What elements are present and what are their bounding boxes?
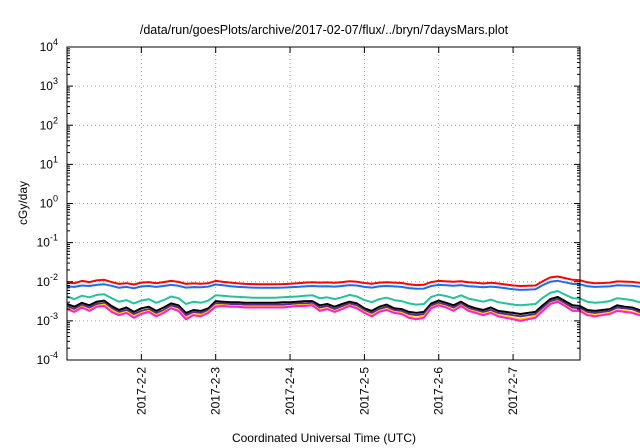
y-tick-label: 102 bbox=[40, 115, 58, 132]
y-tick-label: 10-2 bbox=[37, 272, 58, 289]
series-layer bbox=[66, 275, 640, 322]
chart-title: /data/run/goesPlots/archive/2017-02-07/f… bbox=[140, 23, 509, 37]
y-tick-label: 104 bbox=[40, 37, 58, 54]
y-tick-label: 10-3 bbox=[37, 311, 58, 328]
series-line-5 bbox=[66, 298, 640, 318]
axis-ticks bbox=[67, 46, 580, 361]
series-line-3 bbox=[66, 290, 640, 307]
series-line-7 bbox=[66, 300, 640, 322]
x-tick-label: 2017-2-3 bbox=[209, 367, 223, 415]
y-tick-labels: 10-4 10-3 10-2 10-1 100 101 102 103 104 bbox=[37, 37, 58, 367]
x-tick-label: 2017-2-2 bbox=[134, 367, 148, 415]
x-tick-label: 2017-2-6 bbox=[432, 367, 446, 415]
series-line-2 bbox=[66, 279, 640, 291]
series-line-1 bbox=[66, 275, 640, 287]
x-tick-label: 2017-2-7 bbox=[506, 367, 520, 415]
y-tick-label: 100 bbox=[40, 194, 58, 211]
x-axis-label: Coordinated Universal Time (UTC) bbox=[232, 431, 416, 445]
y-tick-label: 101 bbox=[40, 154, 58, 171]
y-tick-label: 103 bbox=[40, 76, 58, 93]
y-tick-label: 10-4 bbox=[37, 350, 58, 367]
x-tick-label: 2017-2-5 bbox=[357, 367, 371, 415]
y-axis-label: cGy/day bbox=[16, 181, 30, 225]
x-tick-label: 2017-2-4 bbox=[283, 367, 297, 415]
x-tick-labels: 2017-2-2 2017-2-3 2017-2-4 2017-2-5 2017-2-6… bbox=[134, 367, 520, 415]
series-line-4 bbox=[66, 295, 640, 315]
y-tick-label: 10-1 bbox=[37, 233, 58, 250]
